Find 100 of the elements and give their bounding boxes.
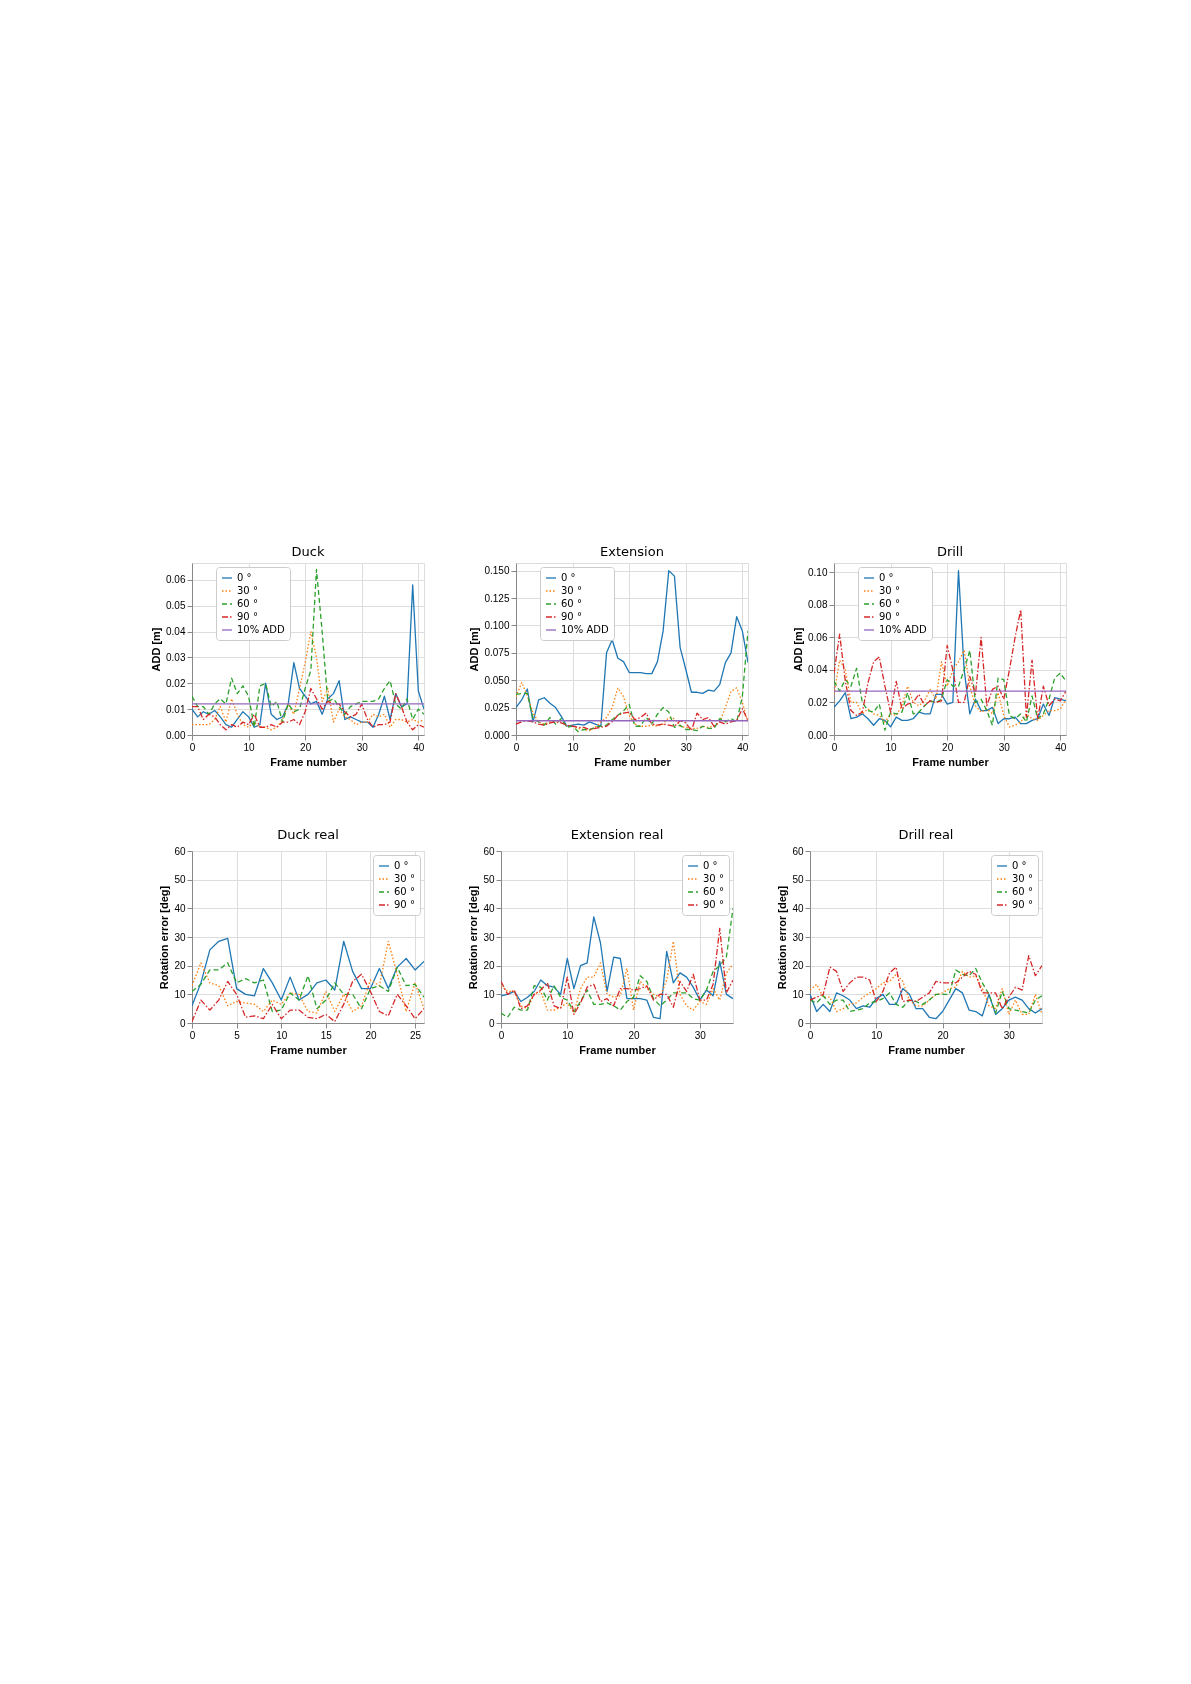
- y-axis-title: ADD [m]: [468, 627, 481, 672]
- chart-title: Extension: [600, 544, 664, 559]
- y-tick-label: 0.08: [808, 599, 828, 611]
- y-tick-label: 20: [792, 960, 804, 972]
- x-tick-label: 10: [562, 1029, 574, 1041]
- line-series: [810, 987, 1042, 1020]
- x-tick-label: 15: [320, 1029, 333, 1041]
- y-tick-label: 40: [792, 902, 804, 914]
- x-axis-title: Frame number: [594, 755, 672, 768]
- y-tick-label: 40: [483, 902, 495, 914]
- y-tick-label: 10: [483, 988, 495, 1000]
- legend-label: 30 °: [1012, 873, 1033, 884]
- legend-label: 90 °: [561, 611, 582, 622]
- x-axis-title: Frame number: [270, 1043, 348, 1056]
- x-tick-label: 40: [737, 741, 749, 753]
- y-tick-label: 0.075: [484, 647, 510, 659]
- y-axis-title: Rotation error [deg]: [776, 885, 789, 990]
- legend-label: 0 °: [879, 572, 894, 583]
- chart-title: Extension real: [570, 827, 664, 842]
- y-tick-label: 0: [797, 1017, 804, 1029]
- line-series: [516, 681, 748, 732]
- chart-title: Drill real: [898, 827, 954, 842]
- legend-label: 30 °: [561, 585, 582, 596]
- y-tick-label: 0.00: [166, 729, 186, 741]
- legend-label: 90 °: [394, 899, 415, 910]
- x-tick-label: 10: [243, 741, 256, 753]
- x-tick-label: 20: [365, 1029, 377, 1041]
- x-tick-label: 10: [567, 741, 580, 753]
- y-tick-label: 0.01: [166, 703, 186, 715]
- x-axis-title: Frame number: [270, 755, 348, 768]
- y-tick-label: 0.02: [808, 696, 828, 708]
- x-tick-label: 30: [998, 741, 1011, 753]
- x-tick-label: 30: [356, 741, 369, 753]
- line-series: [516, 570, 748, 727]
- line-series: [810, 954, 1042, 1010]
- x-axis-title: Frame number: [888, 1043, 966, 1056]
- y-tick-label: 0: [179, 1017, 186, 1029]
- y-tick-label: 0.05: [166, 600, 186, 612]
- y-axis-title: ADD [m]: [792, 627, 805, 672]
- y-tick-label: 0.02: [166, 677, 186, 689]
- x-tick-label: 20: [942, 741, 954, 753]
- x-tick-label: 40: [413, 741, 425, 753]
- line-series: [501, 940, 733, 1014]
- legend-label: 30 °: [703, 873, 724, 884]
- x-axis-title: Frame number: [912, 755, 990, 768]
- line-series: [192, 962, 424, 1013]
- y-tick-label: 0.150: [484, 565, 510, 577]
- y-tick-label: 0.04: [166, 626, 186, 638]
- legend-label: 60 °: [561, 598, 582, 609]
- y-tick-label: 40: [174, 902, 186, 914]
- chart-title: Drill: [936, 544, 964, 559]
- legend-label: 10% ADD: [237, 624, 285, 635]
- x-tick-label: 30: [694, 1029, 707, 1041]
- x-tick-label: 0: [189, 741, 196, 753]
- x-tick-label: 0: [189, 1029, 196, 1041]
- legend-label: 60 °: [703, 886, 724, 897]
- y-tick-label: 0.06: [808, 631, 828, 643]
- chart-title: Duck real: [277, 827, 339, 842]
- x-tick-label: 5: [234, 1029, 241, 1041]
- x-tick-label: 20: [937, 1029, 950, 1041]
- line-series: [192, 687, 424, 731]
- legend-label: 60 °: [1012, 886, 1033, 897]
- y-tick-label: 0.050: [484, 674, 510, 686]
- x-tick-label: 0: [513, 741, 520, 753]
- legend-label: 30 °: [237, 585, 258, 596]
- x-tick-label: 20: [300, 741, 312, 753]
- y-tick-label: 30: [174, 931, 186, 943]
- legend-label: 10% ADD: [879, 624, 927, 635]
- legend-label: 0 °: [237, 572, 252, 583]
- y-tick-label: 10: [174, 988, 186, 1000]
- legend-label: 0 °: [561, 572, 576, 583]
- x-tick-label: 10: [871, 1029, 883, 1041]
- legend-label: 30 °: [879, 585, 900, 596]
- x-tick-label: 10: [276, 1029, 288, 1041]
- y-tick-label: 0.00: [808, 729, 828, 741]
- y-tick-label: 0: [488, 1017, 495, 1029]
- x-tick-label: 30: [680, 741, 693, 753]
- legend-label: 90 °: [879, 611, 900, 622]
- y-tick-label: 0.10: [808, 566, 828, 578]
- y-tick-label: 30: [792, 931, 804, 943]
- x-axis-title: Frame number: [579, 1043, 657, 1056]
- x-tick-label: 30: [1003, 1029, 1016, 1041]
- legend-label: 0 °: [394, 860, 409, 871]
- x-tick-label: 20: [624, 741, 636, 753]
- y-tick-label: 60: [174, 845, 186, 857]
- legend-label: 10% ADD: [561, 624, 609, 635]
- y-tick-label: 50: [483, 874, 495, 886]
- legend-label: 0 °: [1012, 860, 1027, 871]
- y-tick-label: 60: [792, 845, 804, 857]
- line-series: [834, 609, 1066, 720]
- legend-label: 60 °: [237, 598, 258, 609]
- legend-label: 90 °: [703, 899, 724, 910]
- y-tick-label: 0.125: [484, 592, 510, 604]
- x-tick-label: 0: [831, 741, 838, 753]
- line-series: [516, 708, 748, 732]
- legend-label: 90 °: [237, 611, 258, 622]
- y-tick-label: 50: [792, 874, 804, 886]
- y-axis-title: Rotation error [deg]: [467, 885, 480, 990]
- y-tick-label: 0.03: [166, 651, 186, 663]
- y-tick-label: 60: [483, 845, 495, 857]
